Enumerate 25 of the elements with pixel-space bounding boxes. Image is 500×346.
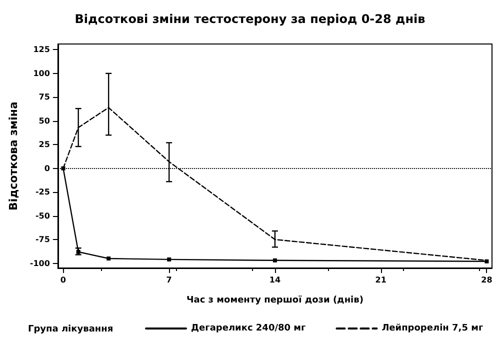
x-tick-label: 7 xyxy=(166,276,172,284)
y-tick-label: 125 xyxy=(33,45,50,54)
y-tick-label: 25 xyxy=(38,140,50,150)
chart-title: Відсоткові зміни тестостерону за період 0-28 днів xyxy=(74,12,426,26)
x-tick-label: 14 xyxy=(269,276,281,284)
y-tick-label: 100 xyxy=(33,68,50,78)
y-tick-label: -50 xyxy=(35,211,50,220)
legend-title: Група лікування xyxy=(28,324,114,334)
y-axis-title: Відсоткова зміна xyxy=(7,102,20,210)
y-tick-label: -75 xyxy=(35,235,50,244)
legend-label: Лейпрорелін 7,5 мг xyxy=(382,324,484,334)
x-axis-title: Час з моменту першої дози (днів) xyxy=(186,296,364,306)
point xyxy=(106,256,111,261)
x-tick-label: 21 xyxy=(375,276,387,284)
point xyxy=(484,259,489,264)
y-tick-label: 75 xyxy=(38,92,50,102)
x-tick-label: 28 xyxy=(481,276,493,284)
y-tick-label: -100 xyxy=(30,258,50,268)
x-tick-label: 0 xyxy=(60,276,66,284)
legend-label: Дегареликс 240/80 мг xyxy=(191,324,306,334)
point xyxy=(272,258,277,262)
y-tick-label: 0 xyxy=(44,164,50,173)
point xyxy=(167,257,172,262)
y-tick-label: 50 xyxy=(38,116,50,126)
y-tick-label: -25 xyxy=(35,188,50,197)
